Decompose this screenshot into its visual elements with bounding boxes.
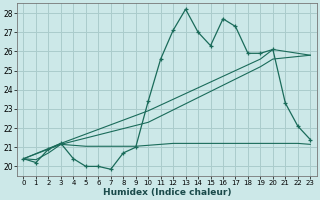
X-axis label: Humidex (Indice chaleur): Humidex (Indice chaleur) — [103, 188, 231, 197]
